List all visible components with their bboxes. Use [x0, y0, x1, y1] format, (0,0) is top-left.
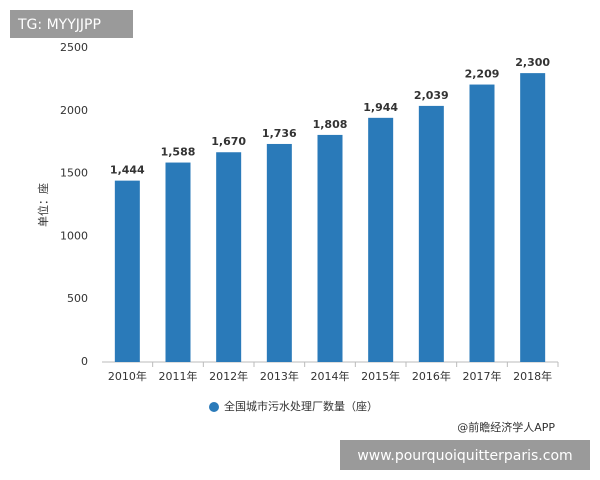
y-tick-label: 0 [81, 355, 88, 368]
bar [114, 180, 140, 362]
bar [216, 152, 242, 362]
bar [469, 84, 495, 363]
bar [317, 134, 343, 362]
value-label: 2,209 [465, 68, 500, 81]
legend-marker [209, 402, 219, 412]
value-label: 1,588 [161, 146, 196, 159]
y-axis-label: 单位：座 [36, 183, 50, 227]
x-tick-label: 2011年 [159, 369, 198, 383]
bar [368, 117, 394, 362]
value-label: 1,444 [110, 164, 145, 177]
bar [266, 143, 292, 362]
x-tick-label: 2012年 [209, 369, 248, 383]
bar [418, 105, 444, 362]
x-tick-label: 2014年 [311, 369, 350, 383]
x-tick-label: 2018年 [513, 369, 552, 383]
overlay-box [10, 10, 133, 38]
value-label: 2,039 [414, 89, 449, 102]
bar [165, 162, 191, 362]
y-tick-label: 500 [67, 292, 88, 305]
value-label: 1,736 [262, 127, 297, 140]
x-tick-label: 2016年 [412, 369, 451, 383]
overlay-text: TG: MYYJJPP [17, 17, 101, 33]
y-tick-label: 2000 [60, 104, 88, 117]
value-label: 1,670 [211, 135, 246, 148]
value-label: 2,300 [515, 56, 550, 69]
overlay-text: www.pourquoiquitterparis.com [357, 448, 572, 464]
value-label: 1,944 [363, 101, 398, 114]
source: @前瞻经济学人APP [457, 420, 555, 434]
x-tick-label: 2013年 [260, 369, 299, 383]
overlay-box [340, 440, 590, 470]
x-tick-label: 2017年 [463, 369, 502, 383]
y-tick-label: 2500 [60, 41, 88, 54]
x-tick-label: 2010年 [108, 369, 147, 383]
bar [520, 73, 546, 363]
y-tick-label: 1000 [60, 229, 88, 242]
value-label: 1,808 [313, 118, 348, 131]
y-tick-label: 1500 [60, 167, 88, 180]
legend-label: 全国城市污水处理厂数量（座） [224, 399, 378, 413]
x-tick-label: 2015年 [361, 369, 400, 383]
